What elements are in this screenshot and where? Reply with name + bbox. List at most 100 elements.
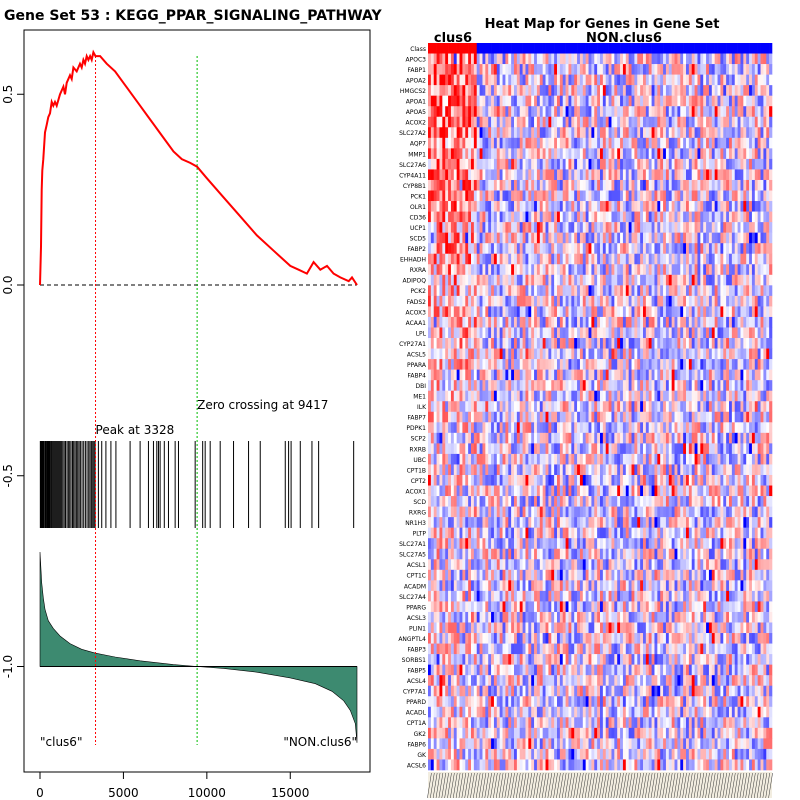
- heatmap-cell: [462, 190, 466, 202]
- heatmap-cell: [600, 316, 604, 328]
- heatmap-cell: [706, 85, 710, 96]
- heatmap-cell: [740, 380, 744, 391]
- heatmap-cell: [729, 348, 733, 360]
- heatmap-cell: [488, 116, 492, 128]
- heatmap-cell: [706, 64, 710, 75]
- heatmap-cell: [519, 306, 523, 318]
- heatmap-cell: [645, 64, 650, 75]
- heatmap-cell: [602, 359, 607, 370]
- heatmap-cell: [505, 453, 509, 465]
- heatmap-cell: [737, 148, 741, 160]
- heatmap-cell: [459, 443, 463, 455]
- heatmap-cell: [717, 422, 721, 434]
- class-cell: [743, 43, 747, 54]
- heatmap-cell: [430, 148, 435, 160]
- heatmap-cell: [499, 264, 503, 276]
- heatmap-cell: [450, 211, 455, 223]
- heatmap-cell: [579, 169, 584, 181]
- heatmap-cell: [628, 285, 632, 297]
- heatmap-cell: [505, 264, 509, 276]
- heatmap-cell: [476, 64, 480, 75]
- heatmap-cell: [430, 274, 435, 286]
- heatmap-cell: [714, 411, 718, 423]
- heatmap-cell: [643, 348, 647, 360]
- heatmap-cell: [691, 338, 695, 349]
- heatmap-cell: [654, 285, 658, 297]
- heatmap-cell: [574, 264, 578, 276]
- gene-row-label: ADIPOQ: [402, 278, 426, 285]
- gene-row-label: HMGCS2: [400, 88, 426, 95]
- heatmap-cell: [657, 127, 661, 139]
- heatmap-cell: [769, 243, 773, 255]
- heatmap-cell: [640, 127, 644, 139]
- gene-row-label: FABP2: [407, 246, 426, 253]
- heatmap-cell: [565, 64, 569, 75]
- heatmap-cell: [488, 253, 492, 265]
- heatmap-cell: [749, 253, 753, 265]
- heatmap-cell: [554, 401, 558, 413]
- heatmap-cell: [577, 190, 581, 202]
- heatmap-cell: [751, 222, 756, 233]
- heatmap-cell: [680, 201, 684, 212]
- heatmap-cell: [648, 411, 652, 423]
- x-tick-label: 5000: [108, 786, 139, 800]
- heatmap-cell: [743, 369, 747, 381]
- heatmap-cell: [720, 137, 724, 149]
- heatmap-cell: [766, 190, 770, 202]
- heatmap-cell: [453, 190, 457, 202]
- heatmap-cell: [760, 274, 764, 286]
- heatmap-cell: [737, 158, 741, 170]
- heatmap-cell: [471, 274, 475, 286]
- heatmap-cell: [551, 148, 555, 160]
- heatmap-cell: [528, 432, 532, 444]
- heatmap-cell: [565, 243, 569, 255]
- heatmap-cell: [485, 137, 489, 149]
- heatmap-cell: [691, 201, 695, 212]
- heatmap-cell: [559, 443, 564, 455]
- heatmap-cell: [651, 106, 655, 118]
- heatmap-cell: [551, 169, 555, 181]
- heatmap-cell: [462, 369, 466, 381]
- heatmap-cell: [617, 359, 621, 370]
- heatmap-cell: [714, 274, 718, 286]
- heatmap-cell: [591, 211, 595, 223]
- heatmap-cell: [703, 127, 707, 139]
- heatmap-cell: [585, 190, 589, 202]
- heatmap-cell: [600, 348, 604, 360]
- heatmap-cell: [450, 422, 455, 434]
- heatmap-cell: [511, 74, 515, 86]
- heatmap-cell: [430, 137, 435, 149]
- heatmap-cell: [574, 148, 578, 160]
- heatmap-cell: [671, 137, 675, 149]
- heatmap-cell: [734, 95, 738, 107]
- heatmap-cell: [651, 253, 655, 265]
- heatmap-cell: [757, 264, 761, 276]
- heatmap-cell: [677, 243, 681, 255]
- heatmap-cell: [611, 401, 615, 413]
- heatmap-cell: [476, 380, 480, 391]
- heatmap-cell: [534, 201, 538, 212]
- heatmap-cell: [539, 232, 543, 244]
- heatmap-cell: [554, 137, 558, 149]
- heatmap-cell: [657, 380, 661, 391]
- heatmap-cell: [585, 211, 589, 223]
- heatmap-cell: [471, 74, 475, 86]
- heatmap-cell: [734, 316, 738, 328]
- heatmap-cell: [688, 401, 693, 413]
- heatmap-cell: [700, 338, 704, 349]
- heatmap-cell: [436, 348, 440, 360]
- heatmap-cell: [577, 232, 581, 244]
- heatmap-cell: [594, 85, 598, 96]
- heatmap-cell: [677, 179, 681, 191]
- heatmap-cell: [456, 243, 460, 255]
- heatmap-cell: [746, 390, 750, 402]
- heatmap-cell: [749, 285, 753, 297]
- heatmap-cell: [557, 285, 561, 297]
- heatmap-cell: [694, 306, 698, 318]
- heatmap-cell: [620, 401, 624, 413]
- heatmap-cell: [763, 422, 767, 434]
- heatmap-cell: [628, 316, 632, 328]
- heatmap-cell: [433, 264, 437, 276]
- heatmap-cell: [620, 222, 624, 233]
- heatmap-cell: [511, 422, 515, 434]
